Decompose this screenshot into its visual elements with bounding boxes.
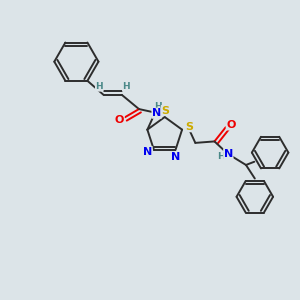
Text: H: H [122,82,130,91]
Text: N: N [224,149,233,159]
Text: S: S [185,122,194,132]
Text: N: N [171,152,180,162]
Text: S: S [161,106,169,116]
Text: N: N [143,146,152,157]
Text: O: O [226,120,236,130]
Text: H: H [95,82,103,91]
Text: H: H [218,152,225,160]
Text: H: H [154,102,161,111]
Text: N: N [152,108,161,118]
Text: O: O [115,115,124,125]
